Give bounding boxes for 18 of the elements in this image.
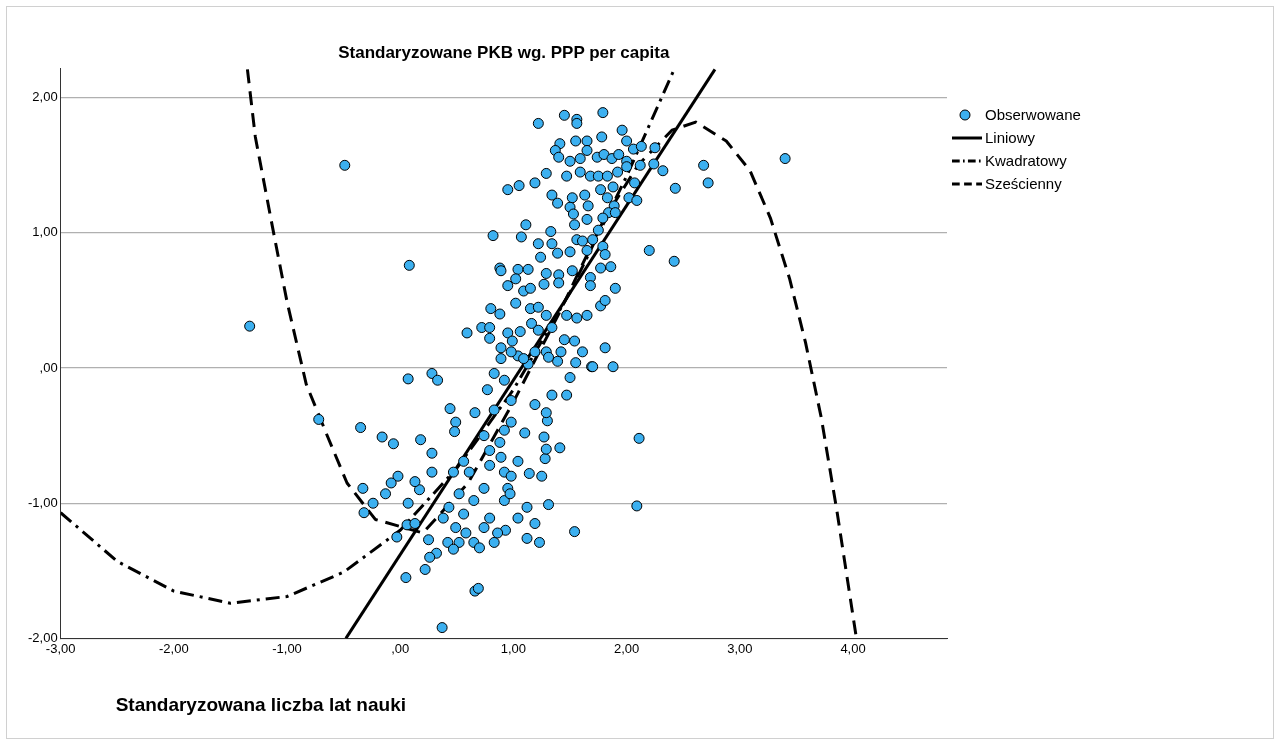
y-tick-label: ,00: [39, 359, 58, 375]
x-tick-label: 3,00: [727, 640, 753, 656]
y-tick-label: 1,00: [32, 224, 58, 240]
x-tick-label: 2,00: [613, 640, 640, 656]
legend-label: Liniowy: [985, 129, 1036, 146]
x-tick-label: 1,00: [500, 640, 527, 656]
y-tick-label: -2,00: [27, 629, 58, 645]
legend-label: Obserwowane: [985, 106, 1081, 123]
y-tick-label: -1,00: [27, 494, 58, 510]
y-tick-label: 2,00: [32, 89, 58, 105]
legend-label: Sześcienny: [985, 175, 1062, 192]
x-axis-title: Standaryzowana liczba lat nauki: [115, 693, 407, 715]
legend-label: Kwadratowy: [985, 152, 1067, 169]
x-tick-label: -1,00: [272, 640, 302, 656]
chart-title: Standaryzowane PKB wg. PPP per capita: [338, 43, 670, 63]
x-tick-label: -2,00: [159, 640, 189, 656]
x-tick-label: 4,00: [840, 640, 866, 656]
x-tick-label: ,00: [391, 640, 410, 656]
